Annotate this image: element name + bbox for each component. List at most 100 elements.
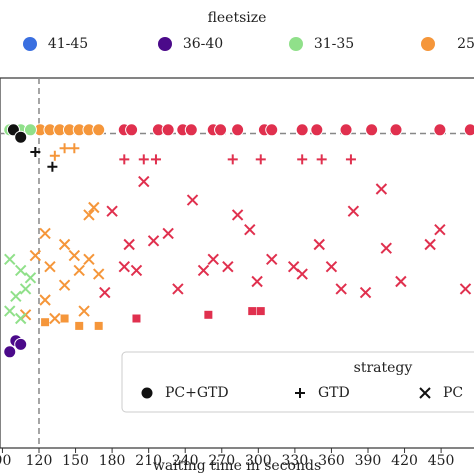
x-tick-label: 120	[26, 453, 53, 469]
point	[434, 223, 446, 236]
point	[297, 154, 308, 165]
legend-marker	[140, 386, 154, 400]
point	[130, 264, 143, 277]
point	[138, 175, 150, 188]
point	[147, 235, 160, 247]
point	[345, 154, 356, 165]
point	[184, 123, 198, 137]
point	[296, 268, 308, 280]
point	[92, 268, 105, 280]
point	[463, 123, 474, 137]
point	[99, 286, 111, 299]
plot-area	[0, 78, 474, 448]
point	[380, 242, 392, 254]
point	[49, 312, 61, 325]
point	[325, 260, 338, 273]
point	[94, 321, 103, 330]
point	[58, 238, 71, 251]
legend-label: PC+GTD	[165, 385, 229, 401]
legend-label: 25	[457, 36, 474, 52]
point	[138, 154, 149, 165]
x-tick-label: 360	[318, 453, 345, 469]
point	[255, 154, 266, 165]
point	[4, 305, 16, 317]
legend-marker	[421, 37, 435, 51]
point	[316, 154, 327, 165]
point	[39, 294, 51, 306]
point	[73, 264, 85, 277]
x-axis-label: waiting time in seconds	[153, 458, 321, 474]
point	[132, 314, 141, 323]
point	[39, 227, 51, 240]
legend-marker	[23, 37, 37, 51]
point	[88, 201, 100, 214]
legend-label: 36-40	[183, 36, 223, 52]
point	[295, 123, 309, 137]
point	[359, 286, 372, 299]
point	[19, 283, 32, 295]
point	[313, 238, 325, 251]
point	[204, 310, 213, 319]
point	[68, 249, 81, 262]
point	[10, 290, 22, 303]
point	[227, 154, 238, 165]
x-tick-label: 450	[428, 453, 455, 469]
point	[339, 123, 353, 137]
point	[92, 123, 106, 137]
point	[310, 123, 324, 137]
point	[83, 253, 95, 266]
point	[150, 154, 161, 165]
x-tick-label: 330	[282, 453, 309, 469]
x-tick-label: 420	[391, 453, 418, 469]
point	[395, 275, 407, 288]
point	[49, 150, 60, 161]
point	[14, 337, 28, 351]
point	[424, 238, 436, 251]
point	[14, 130, 28, 144]
fleet-legend-title: fleetsize	[208, 10, 267, 26]
point	[78, 305, 90, 317]
point	[207, 253, 219, 266]
legend-label: PC	[443, 385, 463, 401]
point	[75, 321, 84, 330]
point	[60, 314, 69, 323]
x-tick-label: 300	[245, 453, 272, 469]
point	[266, 253, 278, 266]
point	[47, 161, 58, 172]
point	[375, 183, 388, 195]
legend-box	[121, 351, 474, 413]
plot-frame	[0, 77, 474, 449]
x-tick-label: 240	[172, 453, 199, 469]
point	[29, 249, 42, 262]
point	[119, 154, 130, 165]
point	[231, 209, 244, 221]
point	[30, 147, 41, 157]
x-tick-label: 180	[99, 453, 126, 469]
point	[197, 264, 210, 277]
point	[251, 275, 263, 288]
x-tick-label: 150	[62, 453, 89, 469]
point	[459, 283, 472, 295]
point	[125, 123, 139, 137]
point	[389, 123, 403, 137]
point	[23, 123, 37, 137]
point	[41, 318, 50, 327]
point	[256, 307, 265, 316]
point	[335, 283, 347, 295]
point	[265, 123, 279, 137]
legend-label: GTD	[318, 385, 350, 401]
point	[161, 123, 175, 137]
legend-marker	[295, 388, 305, 398]
point	[58, 279, 71, 291]
point	[4, 253, 16, 266]
point	[248, 307, 257, 316]
point	[24, 272, 37, 284]
point	[123, 238, 135, 251]
point	[172, 283, 184, 295]
point	[106, 205, 118, 217]
legend-marker	[158, 37, 172, 51]
point	[15, 312, 27, 325]
legend-label: 31-35	[314, 36, 354, 52]
legend-title: strategy	[354, 360, 413, 376]
